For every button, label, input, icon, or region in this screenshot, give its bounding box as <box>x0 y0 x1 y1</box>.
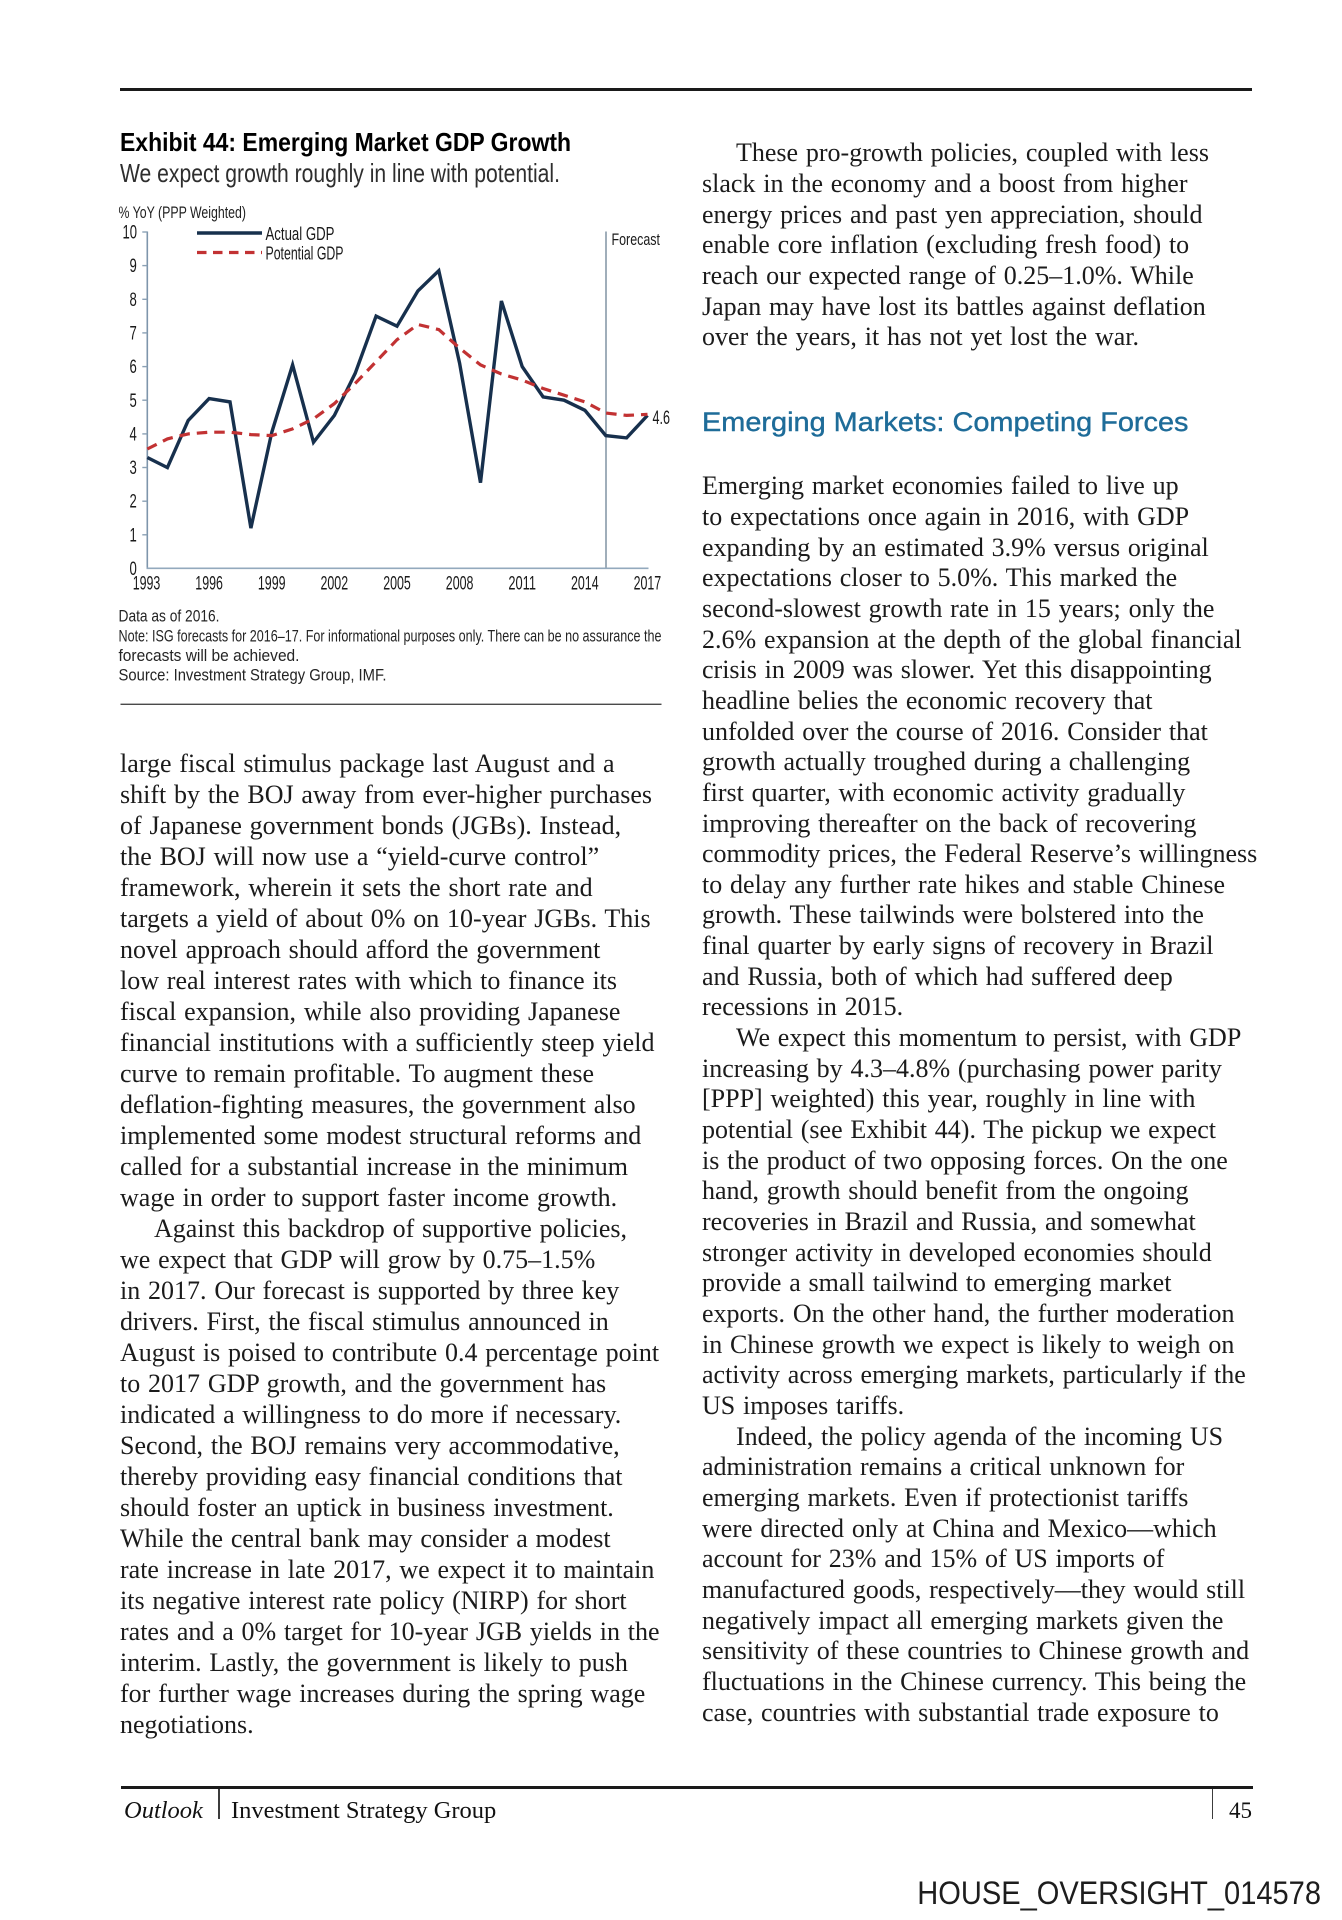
svg-text:9: 9 <box>130 256 137 277</box>
svg-text:1999: 1999 <box>258 574 286 595</box>
svg-text:1: 1 <box>130 525 137 546</box>
svg-text:8: 8 <box>130 290 137 311</box>
svg-text:7: 7 <box>130 324 137 345</box>
svg-text:4: 4 <box>130 424 138 445</box>
svg-text:1993: 1993 <box>133 574 161 595</box>
svg-text:% YoY (PPP Weighted): % YoY (PPP Weighted) <box>119 204 247 222</box>
svg-text:2011: 2011 <box>508 574 536 595</box>
svg-text:Actual GDP: Actual GDP <box>266 223 335 244</box>
svg-text:Note: ISG forecasts for 2016–1: Note: ISG forecasts for 2016–17. For inf… <box>119 626 662 645</box>
svg-text:5: 5 <box>130 391 137 412</box>
svg-text:4.6: 4.6 <box>653 408 671 429</box>
svg-text:6: 6 <box>130 357 137 378</box>
svg-text:2017: 2017 <box>634 574 662 595</box>
svg-text:We expect growth roughly in li: We expect growth roughly in line with po… <box>120 158 560 188</box>
svg-text:Source: Investment Strategy Gr: Source: Investment Strategy Group, IMF. <box>119 666 387 685</box>
svg-text:forecasts will be achieved.: forecasts will be achieved. <box>119 646 300 665</box>
svg-text:2014: 2014 <box>571 574 599 595</box>
svg-text:2008: 2008 <box>446 574 474 595</box>
svg-text:Forecast: Forecast <box>612 231 661 249</box>
svg-text:2: 2 <box>130 492 137 513</box>
svg-text:1996: 1996 <box>195 574 223 595</box>
svg-text:10: 10 <box>123 223 138 244</box>
svg-text:2005: 2005 <box>383 574 411 595</box>
svg-text:0: 0 <box>130 559 137 580</box>
svg-text:2002: 2002 <box>321 574 349 595</box>
svg-text:Potential GDP: Potential GDP <box>266 242 344 263</box>
svg-text:Exhibit 44: Emerging Market GD: Exhibit 44: Emerging Market GDP Growth <box>120 127 571 157</box>
svg-text:3: 3 <box>130 458 137 479</box>
svg-text:Data as of 2016.: Data as of 2016. <box>119 607 220 626</box>
